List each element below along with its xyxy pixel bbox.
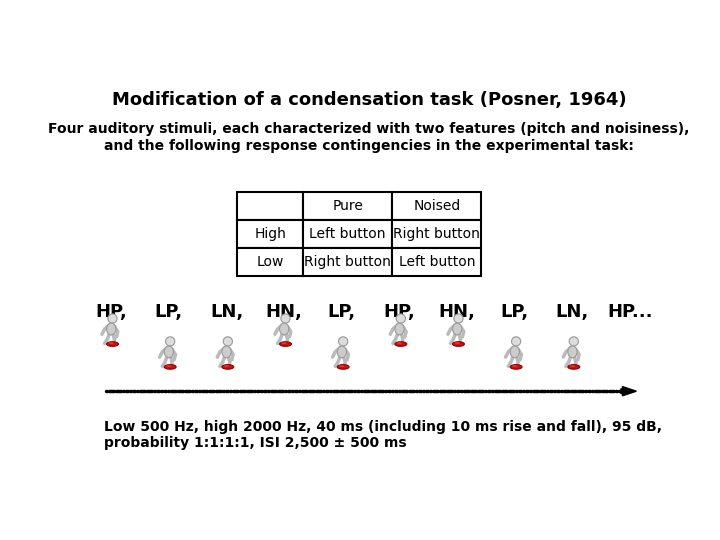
Ellipse shape xyxy=(224,365,229,367)
Bar xyxy=(238,220,303,248)
Ellipse shape xyxy=(570,365,575,367)
Text: HN,: HN, xyxy=(266,303,302,321)
Ellipse shape xyxy=(453,323,462,335)
Bar xyxy=(392,220,482,248)
Ellipse shape xyxy=(395,342,407,346)
Ellipse shape xyxy=(339,365,344,367)
Text: Right button: Right button xyxy=(393,227,480,241)
Bar xyxy=(238,248,303,276)
Circle shape xyxy=(108,314,117,323)
Ellipse shape xyxy=(454,342,460,344)
Text: LP,: LP, xyxy=(501,303,529,321)
Ellipse shape xyxy=(107,342,119,346)
Ellipse shape xyxy=(337,364,349,369)
Bar xyxy=(303,192,392,220)
Text: HP...: HP... xyxy=(608,303,653,321)
Ellipse shape xyxy=(166,365,171,367)
Text: LP,: LP, xyxy=(155,303,183,321)
Circle shape xyxy=(338,337,348,346)
Text: LN,: LN, xyxy=(210,303,243,321)
Circle shape xyxy=(166,337,175,346)
Text: Four auditory stimuli, each characterized with two features (pitch and noisiness: Four auditory stimuli, each characterize… xyxy=(48,122,690,136)
Ellipse shape xyxy=(397,342,402,344)
Text: Modification of a condensation task (Posner, 1964): Modification of a condensation task (Pos… xyxy=(112,91,626,109)
Ellipse shape xyxy=(395,323,404,335)
Text: LP,: LP, xyxy=(328,303,356,321)
Ellipse shape xyxy=(222,346,231,357)
Text: High: High xyxy=(254,227,286,241)
Ellipse shape xyxy=(279,323,289,335)
Bar xyxy=(303,248,392,276)
Ellipse shape xyxy=(337,346,346,357)
Circle shape xyxy=(223,337,233,346)
Ellipse shape xyxy=(107,323,116,335)
Circle shape xyxy=(396,314,405,323)
Ellipse shape xyxy=(279,342,292,346)
Bar xyxy=(392,192,482,220)
Text: Low 500 Hz, high 2000 Hz, 40 ms (including 10 ms rise and fall), 95 dB,: Low 500 Hz, high 2000 Hz, 40 ms (includi… xyxy=(104,420,662,434)
Ellipse shape xyxy=(282,342,287,344)
Ellipse shape xyxy=(510,364,522,369)
Ellipse shape xyxy=(568,364,580,369)
Circle shape xyxy=(570,337,578,346)
Text: Left button: Left button xyxy=(399,255,475,269)
Text: HP,: HP, xyxy=(384,303,415,321)
Text: HP,: HP, xyxy=(95,303,127,321)
Ellipse shape xyxy=(453,342,464,346)
Ellipse shape xyxy=(222,364,234,369)
Ellipse shape xyxy=(164,364,176,369)
Text: Right button: Right button xyxy=(305,255,391,269)
Text: and the following response contingencies in the experimental task:: and the following response contingencies… xyxy=(104,139,634,153)
Text: Pure: Pure xyxy=(332,199,363,213)
Text: HN,: HN, xyxy=(438,303,476,321)
Text: probability 1:1:1:1, ISI 2,500 ± 500 ms: probability 1:1:1:1, ISI 2,500 ± 500 ms xyxy=(104,436,407,450)
Ellipse shape xyxy=(164,346,174,357)
Ellipse shape xyxy=(512,365,518,367)
Ellipse shape xyxy=(109,342,114,344)
Text: Noised: Noised xyxy=(413,199,460,213)
Bar xyxy=(238,192,303,220)
Bar xyxy=(303,220,392,248)
Text: LN,: LN, xyxy=(556,303,589,321)
Text: Low: Low xyxy=(256,255,284,269)
Circle shape xyxy=(454,314,463,323)
Ellipse shape xyxy=(568,346,577,357)
Bar xyxy=(392,248,482,276)
Text: Left button: Left button xyxy=(310,227,386,241)
Ellipse shape xyxy=(510,346,519,357)
Circle shape xyxy=(511,337,521,346)
Circle shape xyxy=(281,314,290,323)
FancyArrow shape xyxy=(621,387,636,396)
